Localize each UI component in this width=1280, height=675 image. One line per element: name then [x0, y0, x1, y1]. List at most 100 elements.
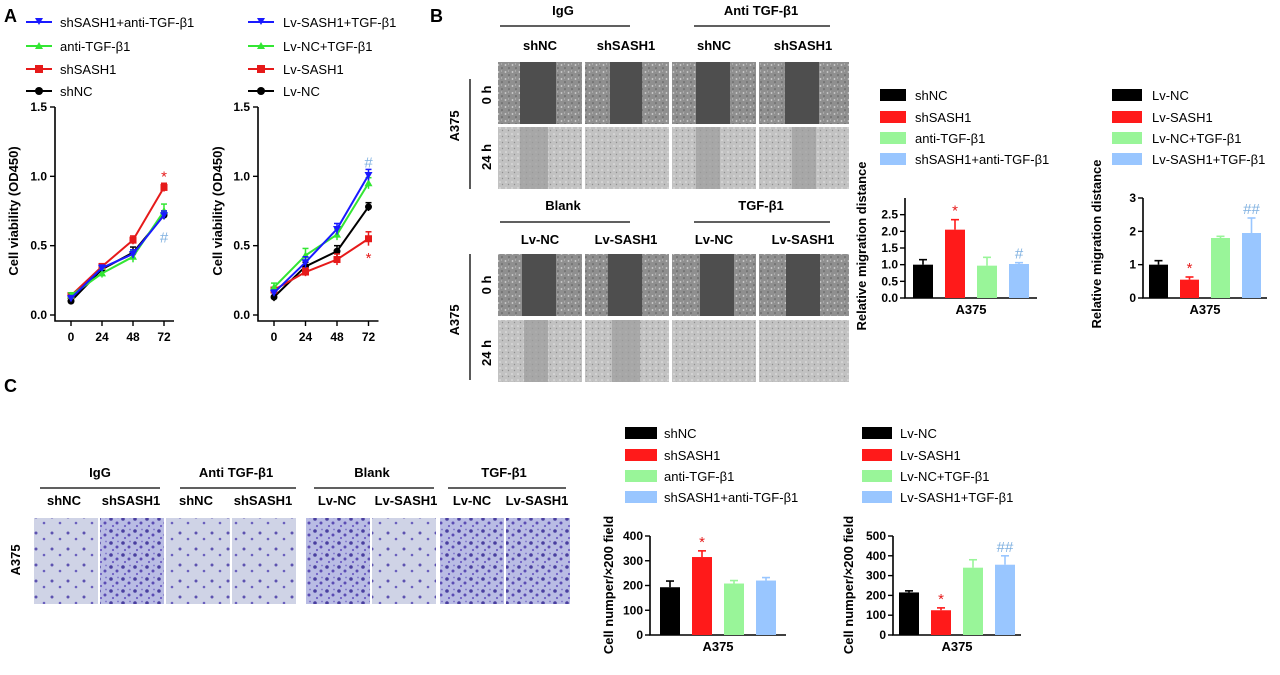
square-marker [333, 256, 341, 264]
significance-mark: # [364, 154, 373, 171]
legend-swatch [880, 89, 906, 101]
legend-swatch [862, 491, 892, 503]
wound-image-row-0h [498, 254, 849, 316]
legend-b2-label: Lv-NC+TGF-β1 [1152, 131, 1241, 146]
group-header: Blank [354, 465, 390, 480]
legend-a2-label: Lv-SASH1+TGF-β1 [283, 15, 396, 30]
bar [913, 264, 933, 298]
legend-a1-label: shNC [60, 84, 93, 99]
y-tick-label: 1.0 [30, 169, 47, 183]
y-tick-label: 300 [866, 569, 886, 583]
y-axis-label: Cell viability (OD450) [6, 146, 21, 275]
significance-mark: # [1015, 246, 1024, 263]
group-header: TGF-β1 [481, 465, 527, 480]
circle-marker [257, 87, 265, 95]
cell-line-label: A375 [447, 304, 462, 335]
bar [977, 265, 997, 298]
wound-image [672, 320, 756, 382]
group-header: IgG [552, 3, 574, 18]
x-tick-label: 24 [95, 330, 109, 344]
significance-mark: * [938, 591, 944, 608]
y-axis-label: Relative migration distance [1089, 159, 1104, 328]
y-tick-label: 1.5 [30, 100, 47, 114]
column-label: Lv-NC [695, 232, 734, 247]
series-line [70, 186, 165, 297]
group-header: Anti TGF-β1 [724, 3, 798, 18]
bar [756, 580, 776, 635]
legend-b2: Lv-NC Lv-SASH1 Lv-NC+TGF-β1 Lv-SASH1+TGF… [1112, 88, 1265, 167]
y-tick-label: 0 [879, 628, 886, 642]
wound-image-row-24h [498, 127, 849, 189]
y-tick-label: 0 [636, 628, 643, 642]
y-axis-label: Cell numper/×200 field [601, 516, 616, 654]
line-chart-a2: 0.0 0.5 1.0 1.5 0 24 48 72 Cell viability (OD450… [210, 100, 379, 344]
bar-chart-c2: 0 100 200 300 400 500 * ## A375 Cell numper/×200 … [841, 516, 1021, 654]
y-tick-label: 0.5 [881, 274, 898, 288]
significance-mark: * [952, 203, 958, 220]
x-axis-label: A375 [1189, 302, 1220, 317]
significance-mark: * [1187, 260, 1193, 277]
y-tick-label: 3 [1129, 191, 1136, 205]
column-label: shNC [47, 493, 82, 508]
circle-marker [270, 293, 278, 301]
legend-swatch [880, 111, 906, 123]
group-header: TGF-β1 [738, 198, 784, 213]
legend-c1-label: shSASH1 [664, 448, 720, 463]
y-tick-label: 0.5 [233, 239, 250, 253]
transwell-image [506, 518, 570, 604]
bar [931, 610, 951, 635]
y-tick-label: 400 [866, 549, 886, 563]
series-line [273, 206, 370, 298]
legend-a1: shSASH1+anti-TGF-β1 anti-TGF-β1 shSASH1 … [26, 15, 194, 99]
significance-mark: ## [1243, 201, 1260, 218]
legend-a2: Lv-SASH1+TGF-β1 Lv-NC+TGF-β1 Lv-SASH1 Lv… [248, 15, 396, 99]
y-tick-label: 100 [623, 603, 643, 617]
legend-a2-label: Lv-NC+TGF-β1 [283, 39, 372, 54]
x-tick-label: 24 [299, 330, 313, 344]
group-header: Anti TGF-β1 [199, 465, 273, 480]
triangle-up-marker [35, 42, 43, 49]
bar [963, 567, 983, 635]
legend-a1-label: shSASH1 [60, 62, 116, 77]
column-label: shSASH1 [774, 38, 833, 53]
column-label: shSASH1 [234, 493, 293, 508]
bar-chart-b1: 0.0 0.5 1.0 1.5 2.0 2.5 * # A375 Relative migrati… [854, 161, 1037, 331]
triangle-down-marker [333, 226, 341, 234]
column-label: shNC [179, 493, 214, 508]
legend-c2-label: Lv-NC [900, 426, 937, 441]
column-label: Lv-NC [318, 493, 357, 508]
legend-swatch [625, 449, 657, 461]
bar [1149, 264, 1168, 298]
bar [660, 587, 680, 635]
x-tick-label: 48 [330, 330, 344, 344]
legend-c1-label: anti-TGF-β1 [664, 469, 734, 484]
time-label: 24 h [479, 340, 494, 366]
bar [692, 557, 712, 635]
x-tick-label: 48 [126, 330, 140, 344]
time-label: 24 h [479, 144, 494, 170]
bar-chart-b2: 0 1 2 3 * ## A375 Relative migration distance [1089, 159, 1267, 329]
legend-c1: shNC shSASH1 anti-TGF-β1 shSASH1+anti-TG… [625, 426, 798, 505]
y-tick-label: 0 [1129, 291, 1136, 305]
y-tick-label: 0.5 [30, 239, 47, 253]
transwell-image [306, 518, 370, 604]
triangle-up-marker [270, 283, 278, 291]
legend-a2-item: Lv-SASH1 [248, 62, 344, 77]
legend-c2-label: Lv-SASH1 [900, 448, 961, 463]
transwell-images: IgG Anti TGF-β1 Blank TGF-β1 shNC shSASH… [8, 465, 570, 604]
y-tick-label: 0.0 [233, 308, 250, 322]
legend-b2-label: Lv-SASH1+TGF-β1 [1152, 152, 1265, 167]
square-marker [35, 65, 43, 73]
transwell-image [34, 518, 98, 604]
bar [899, 592, 919, 635]
legend-swatch [862, 449, 892, 461]
column-label: Lv-NC [521, 232, 560, 247]
panel-label-b: B [430, 6, 443, 26]
legend-a2-item: Lv-SASH1+TGF-β1 [248, 15, 396, 30]
square-marker [129, 236, 137, 244]
y-tick-label: 100 [866, 608, 886, 622]
column-label: Lv-SASH1 [772, 232, 835, 247]
square-marker [257, 65, 265, 73]
x-axis-label: A375 [955, 302, 986, 317]
